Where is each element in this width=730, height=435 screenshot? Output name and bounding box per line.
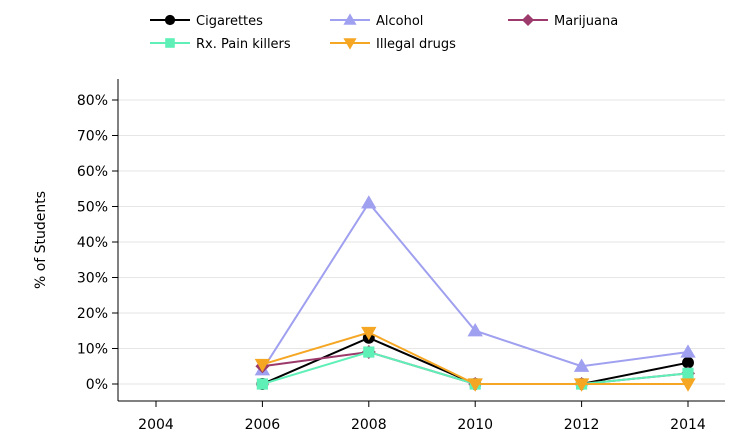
legend-label: Rx. Pain killers bbox=[196, 37, 291, 52]
legend-label: Illegal drugs bbox=[376, 37, 456, 52]
legend-marker bbox=[165, 38, 175, 48]
legend-item: Marijuana bbox=[508, 14, 618, 29]
legend-marker bbox=[522, 14, 534, 26]
axes: 0% 10% 20% 30% 40% 50% 60% 70% 80% 2004 2006 2008 20… bbox=[77, 79, 725, 433]
data-point bbox=[573, 358, 590, 372]
y-tick-label: 20% bbox=[77, 306, 108, 322]
legend-item: Cigarettes bbox=[150, 14, 263, 29]
series-group bbox=[254, 195, 696, 392]
data-point bbox=[254, 358, 271, 373]
legend-marker bbox=[343, 38, 357, 50]
data-point bbox=[573, 378, 590, 392]
legend-label: Marijuana bbox=[554, 14, 618, 29]
y-tick-label: 40% bbox=[77, 235, 108, 251]
x-tick-label: 2010 bbox=[457, 417, 493, 433]
y-axis-title: % of Students bbox=[33, 191, 49, 289]
y-tick-label: 10% bbox=[77, 342, 108, 358]
x-tick-label: 2014 bbox=[670, 417, 706, 433]
legend: Cigarettes Alcohol Marijuana Rx. Pain kille… bbox=[150, 13, 618, 52]
y-tick-label: 30% bbox=[77, 271, 108, 287]
y-tick-label: 60% bbox=[77, 164, 108, 180]
data-point bbox=[256, 378, 268, 390]
legend-item: Illegal drugs bbox=[330, 37, 456, 52]
series-alcohol bbox=[254, 195, 696, 376]
data-point bbox=[682, 356, 694, 369]
y-tick-label: 0% bbox=[86, 377, 108, 393]
y-tick-label: 80% bbox=[77, 93, 108, 109]
legend-label: Cigarettes bbox=[196, 14, 263, 29]
data-point bbox=[680, 344, 696, 358]
data-point bbox=[680, 378, 696, 392]
data-point bbox=[363, 346, 375, 358]
legend-label: Alcohol bbox=[376, 14, 423, 29]
y-tick-label: 70% bbox=[77, 129, 108, 145]
y-tick-label: 50% bbox=[77, 200, 108, 216]
data-point bbox=[467, 323, 483, 337]
legend-marker bbox=[164, 14, 176, 26]
grid-lines bbox=[118, 99, 725, 385]
x-tick-label: 2006 bbox=[245, 417, 281, 433]
legend-item: Rx. Pain killers bbox=[150, 37, 291, 52]
x-tick-label: 2004 bbox=[138, 417, 174, 433]
data-point bbox=[682, 367, 694, 379]
x-tick-label: 2008 bbox=[351, 417, 387, 433]
data-point bbox=[361, 326, 377, 341]
x-tick-label: 2012 bbox=[564, 417, 600, 433]
data-point bbox=[361, 195, 377, 209]
series-illegal-drugs bbox=[254, 326, 696, 392]
legend-marker bbox=[343, 13, 357, 25]
legend-item: Alcohol bbox=[330, 13, 423, 29]
data-point bbox=[467, 378, 483, 392]
